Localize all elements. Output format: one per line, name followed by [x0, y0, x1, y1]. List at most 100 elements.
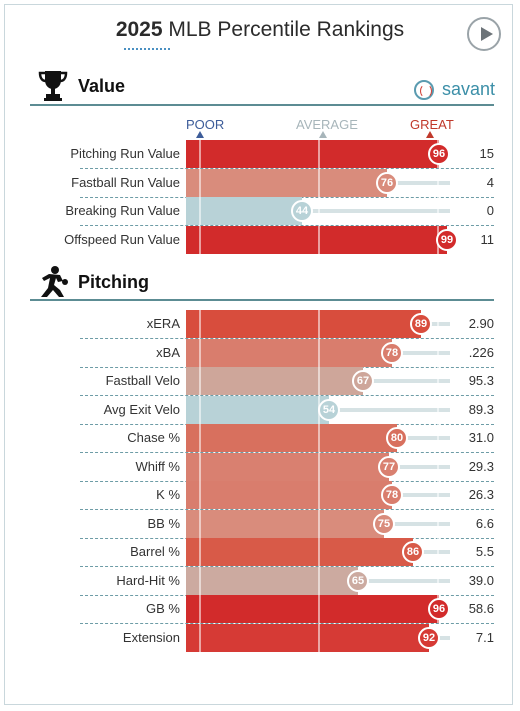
- percentile-remaining: [387, 180, 450, 185]
- percentile-bar: [186, 168, 387, 197]
- metric-row[interactable]: GB % 96 58.6: [0, 595, 520, 623]
- value-section-title: Value: [78, 76, 126, 96]
- metric-value: 58.6: [468, 601, 494, 616]
- metric-value: 39.0: [468, 572, 494, 588]
- metric-value: 6.6: [475, 515, 494, 531]
- metric-row[interactable]: BB % 75 6.6: [0, 509, 520, 538]
- percentile-bar: [186, 566, 358, 595]
- gridline: [199, 197, 201, 225]
- metric-row[interactable]: Extension 92 7.1: [0, 623, 520, 652]
- percentile-badge: 99: [436, 228, 458, 251]
- percentile-track: 44: [186, 197, 450, 225]
- value-section-header: Value: [30, 68, 494, 102]
- gridline: [318, 595, 320, 623]
- gridline: [318, 168, 320, 197]
- percentile-bar: [186, 538, 413, 566]
- gridline: [437, 538, 439, 566]
- metric-row[interactable]: Chase % 80 31.0: [0, 424, 520, 452]
- title-underline: [124, 48, 170, 50]
- percentile-remaining: [392, 350, 450, 355]
- metric-value: 29.3: [468, 458, 494, 474]
- percentile-track: 80: [186, 424, 450, 452]
- gridline: [318, 338, 320, 367]
- percentile-bar: [186, 225, 447, 254]
- gridline: [199, 538, 201, 566]
- metric-name: K %: [156, 487, 180, 502]
- metric-name: Fastball Run Value: [71, 174, 180, 190]
- percentile-remaining: [358, 578, 450, 583]
- gridline: [199, 424, 201, 452]
- metric-row[interactable]: Whiff % 77 29.3: [0, 452, 520, 481]
- metric-row[interactable]: Fastball Run Value 76 4: [0, 168, 520, 197]
- scale-great-label: GREAT: [410, 117, 454, 132]
- metric-value: 11: [480, 231, 495, 247]
- gridline: [199, 595, 201, 623]
- percentile-badge: 67: [352, 370, 374, 392]
- metric-name: Hard-Hit %: [116, 572, 180, 588]
- scale-average-marker: [319, 131, 327, 138]
- percentile-track: 78: [186, 481, 450, 509]
- gridline: [318, 225, 320, 254]
- metric-row[interactable]: Breaking Run Value 44 0: [0, 197, 520, 225]
- gridline: [437, 481, 439, 509]
- percentile-badge: 89: [410, 313, 432, 335]
- gridline: [199, 452, 201, 481]
- metric-row[interactable]: xBA 78 .226: [0, 338, 520, 367]
- percentile-bar: [186, 509, 384, 538]
- gridline: [199, 168, 201, 197]
- percentile-bar: [186, 481, 392, 509]
- percentile-badge: 76: [376, 171, 398, 194]
- percentile-track: 77: [186, 452, 450, 481]
- percentile-badge: 75: [373, 512, 395, 535]
- trophy-icon: [38, 71, 68, 101]
- title-text: MLB Percentile Rankings: [162, 18, 405, 41]
- scale-poor-label: POOR: [186, 117, 225, 132]
- gridline: [199, 310, 201, 338]
- gridline: [199, 225, 201, 254]
- scale-average-label: AVERAGE: [296, 117, 358, 132]
- metric-row[interactable]: xERA 89 2.90: [0, 310, 520, 338]
- percentile-badge: 54: [318, 398, 340, 421]
- percentile-bar: [186, 424, 397, 452]
- metric-row[interactable]: Hard-Hit % 65 39.0: [0, 566, 520, 595]
- metric-name: BB %: [147, 515, 180, 531]
- savant-logo[interactable]: savant: [414, 78, 498, 104]
- percentile-track: 99: [186, 225, 458, 254]
- metric-row[interactable]: Offspeed Run Value 99 11: [0, 225, 520, 254]
- percentile-remaining: [329, 407, 450, 412]
- percentile-track: 67: [186, 367, 450, 395]
- metric-row[interactable]: Fastball Velo 67 95.3: [0, 367, 520, 395]
- gridline: [318, 538, 320, 566]
- percentile-track: 75: [186, 509, 450, 538]
- gridline: [318, 310, 320, 338]
- gridline: [199, 367, 201, 395]
- scale-poor-marker: [196, 131, 204, 138]
- percentile-bar: [186, 140, 439, 168]
- page-title: 2025 MLB Percentile Rankings: [0, 18, 520, 42]
- metric-name: Barrel %: [130, 544, 180, 559]
- gridline: [318, 452, 320, 481]
- percentile-remaining: [389, 464, 450, 469]
- percentile-badge: 65: [347, 569, 369, 592]
- metric-row[interactable]: Avg Exit Velo 54 89.3: [0, 395, 520, 424]
- metric-row[interactable]: K % 78 26.3: [0, 481, 520, 509]
- gridline: [199, 566, 201, 595]
- metric-value: 2.90: [468, 316, 494, 331]
- metric-name: Avg Exit Velo: [103, 401, 180, 417]
- percentile-track: 76: [186, 168, 450, 197]
- percentile-remaining: [363, 379, 450, 383]
- gridline: [318, 481, 320, 509]
- gridline: [437, 566, 439, 595]
- metric-value: 15: [479, 146, 494, 161]
- metric-name: Chase %: [127, 430, 180, 445]
- metric-value: 5.5: [475, 544, 494, 559]
- metric-value: 26.3: [468, 487, 494, 502]
- percentile-badge: 78: [381, 484, 403, 506]
- percentile-track: 86: [186, 538, 450, 566]
- metric-row[interactable]: Pitching Run Value 96 15: [0, 140, 520, 168]
- metric-row[interactable]: Barrel % 86 5.5: [0, 538, 520, 566]
- percentile-track: 92: [186, 623, 450, 652]
- gridline: [437, 168, 439, 197]
- gridline: [199, 481, 201, 509]
- play-button[interactable]: [467, 17, 501, 51]
